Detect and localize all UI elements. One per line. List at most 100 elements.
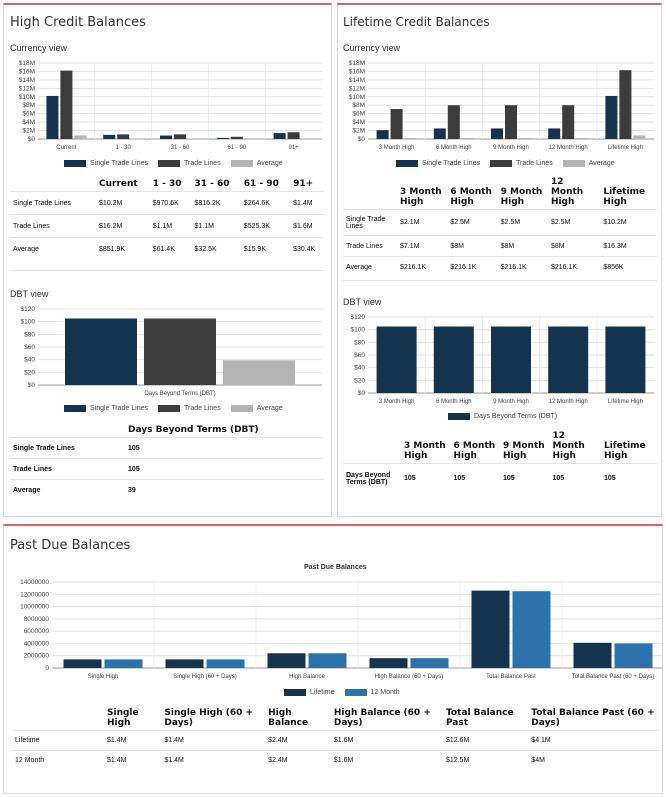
- y-tick-label: $0: [28, 136, 36, 143]
- row-label: Single Trade Lines: [10, 191, 96, 215]
- cell: 105: [401, 463, 451, 494]
- y-tick-label: $60: [354, 352, 365, 359]
- bar-lifetime[interactable]: [165, 659, 204, 668]
- bar-average[interactable]: [223, 360, 295, 385]
- bar-days-beyond-terms-dbt-[interactable]: [376, 326, 417, 394]
- bar-average[interactable]: [131, 138, 144, 140]
- row-label: Days Beyond Terms (DBT): [343, 463, 401, 494]
- legend-item-trade[interactable]: Trade Lines: [489, 160, 553, 167]
- legend-item-single[interactable]: Single Trade Lines: [64, 405, 148, 412]
- table-row: Single Trade Lines $10.2M $970.6K $816.2…: [10, 191, 324, 215]
- bar-lifetime[interactable]: [471, 590, 510, 668]
- bar-12-month[interactable]: [614, 643, 653, 668]
- col-header: 12 Month High: [550, 177, 584, 207]
- bar-single-trade-lines[interactable]: [605, 95, 618, 139]
- legend-item-single[interactable]: Single Trade Lines: [396, 160, 480, 167]
- bar-lifetime[interactable]: [63, 659, 102, 668]
- bar-12-month[interactable]: [410, 658, 449, 668]
- x-tick-label: 6 Month High: [436, 399, 472, 405]
- bar-single-trade-lines[interactable]: [376, 130, 389, 139]
- legend-item-average[interactable]: Average: [230, 160, 283, 167]
- bar-average[interactable]: [519, 138, 531, 139]
- bar-single-trade-lines[interactable]: [160, 135, 172, 139]
- lc-dbt-legend: Days Beyond Terms (DBT): [448, 413, 557, 420]
- bar-trade-lines[interactable]: [619, 70, 632, 139]
- row-label: Average: [10, 479, 125, 501]
- cell: $32.5K: [191, 237, 241, 261]
- legend-item-average[interactable]: Average: [562, 160, 615, 167]
- y-tick-label: $4M: [352, 119, 365, 126]
- bar-average[interactable]: [404, 138, 417, 139]
- bar-average[interactable]: [74, 135, 87, 139]
- bar-average[interactable]: [576, 138, 589, 139]
- x-tick-label: 6 Month High: [436, 145, 472, 151]
- bar-days-beyond-terms-dbt-[interactable]: [548, 326, 589, 394]
- cell: $2.4M: [265, 730, 331, 751]
- cell: $851.9K: [96, 237, 150, 261]
- col-header: 6 Month High: [453, 441, 496, 461]
- bar-single-trade-lines[interactable]: [103, 134, 116, 139]
- bar-trade-lines[interactable]: [144, 318, 216, 386]
- bar-12-month[interactable]: [512, 591, 551, 668]
- bar-average[interactable]: [461, 138, 474, 139]
- y-tick-label: $20: [354, 377, 365, 384]
- bar-12-month[interactable]: [104, 659, 143, 668]
- table-row: 12 Month $1.4M $1.4M $2.4M $1.6M $12.5M …: [12, 750, 660, 771]
- cell: $1.4M: [104, 750, 162, 771]
- bar-average[interactable]: [188, 138, 200, 140]
- legend-item-trade[interactable]: Trade Lines: [157, 160, 221, 167]
- bar-single-trade-lines[interactable]: [216, 137, 229, 139]
- cell: $16.3M: [600, 235, 657, 257]
- y-tick-label: $0: [358, 390, 366, 397]
- cell: 105: [125, 458, 324, 480]
- bar-single-trade-lines[interactable]: [548, 128, 561, 139]
- x-tick-label: 12 Month High: [549, 145, 588, 151]
- past-due-legend: Lifetime 12 Month: [284, 689, 400, 696]
- bar-average[interactable]: [244, 138, 257, 140]
- bar-lifetime[interactable]: [267, 653, 306, 668]
- legend-item-single[interactable]: Single Trade Lines: [64, 160, 148, 167]
- y-tick-label: $10M: [349, 94, 365, 101]
- bar-single-trade-lines[interactable]: [491, 128, 503, 139]
- bar-trade-lines[interactable]: [174, 134, 186, 139]
- bar-single-trade-lines[interactable]: [46, 95, 59, 139]
- bar-12-month[interactable]: [308, 653, 347, 668]
- bar-days-beyond-terms-dbt-[interactable]: [605, 326, 646, 394]
- bar-single-trade-lines[interactable]: [273, 133, 286, 139]
- bar-trade-lines[interactable]: [447, 105, 460, 139]
- y-tick-label: $18M: [19, 60, 35, 67]
- table-row: Single Trade Lines 105: [10, 437, 324, 459]
- bar-lifetime[interactable]: [369, 658, 408, 668]
- y-tick-label: $6M: [22, 111, 35, 118]
- bar-days-beyond-terms-dbt-[interactable]: [491, 326, 531, 394]
- bar-trade-lines[interactable]: [505, 105, 517, 139]
- bar-single-trade-lines[interactable]: [65, 318, 137, 386]
- row-label: Single Trade Lines: [10, 437, 125, 459]
- col-header: Single High: [107, 708, 139, 728]
- legend-item-dbt[interactable]: Days Beyond Terms (DBT): [448, 413, 557, 420]
- legend-item-12month[interactable]: 12 Month: [344, 689, 400, 696]
- bar-days-beyond-terms-dbt-[interactable]: [433, 326, 474, 394]
- row-label: Trade Lines: [10, 458, 125, 480]
- bar-trade-lines[interactable]: [230, 136, 243, 139]
- bar-average[interactable]: [633, 135, 646, 139]
- bar-trade-lines[interactable]: [117, 134, 130, 139]
- legend-item-lifetime[interactable]: Lifetime: [284, 689, 335, 696]
- y-tick-label: $20: [24, 369, 35, 376]
- bar-trade-lines[interactable]: [390, 109, 403, 139]
- bar-average[interactable]: [301, 138, 314, 140]
- legend-item-average[interactable]: Average: [230, 405, 283, 412]
- bar-trade-lines[interactable]: [287, 132, 300, 139]
- x-tick-label: Lifetime High: [608, 399, 643, 405]
- cell: $8M: [497, 235, 548, 257]
- bar-12-month[interactable]: [206, 659, 245, 668]
- cell: $16.2M: [96, 214, 150, 238]
- bar-lifetime[interactable]: [573, 642, 612, 668]
- col-header: High Balance: [268, 708, 309, 728]
- hc-dbt-legend: Single Trade Lines Trade Lines Average: [64, 405, 283, 412]
- bar-trade-lines[interactable]: [60, 70, 73, 139]
- legend-item-trade[interactable]: Trade Lines: [157, 405, 221, 412]
- cell: $2.4M: [265, 750, 331, 771]
- bar-single-trade-lines[interactable]: [433, 128, 446, 139]
- bar-trade-lines[interactable]: [562, 105, 575, 139]
